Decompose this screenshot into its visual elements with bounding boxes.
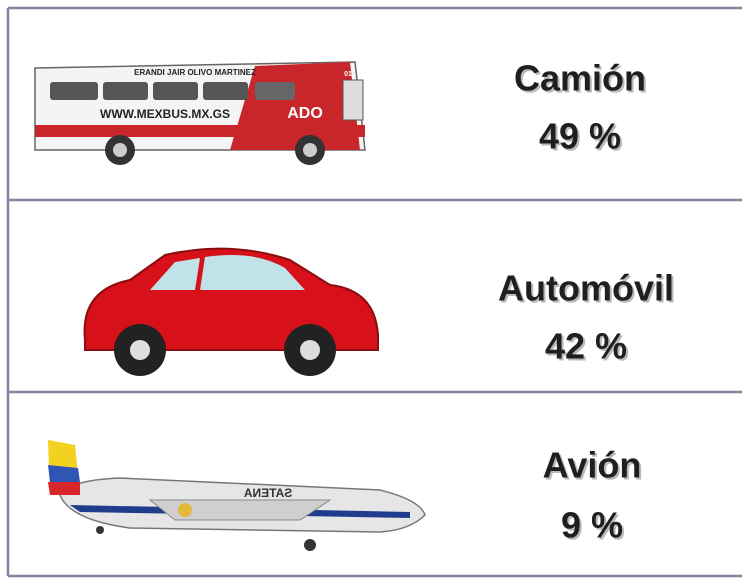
row-label: Avión bbox=[543, 445, 642, 486]
bus-text: WWW.MEXBUS.MX.GS bbox=[100, 107, 230, 121]
value-shadow: 42 % bbox=[547, 328, 629, 369]
label-shadow: Automóvil bbox=[500, 270, 676, 311]
label-shadow: Camión bbox=[516, 60, 648, 101]
label-shadow: Avión bbox=[545, 447, 644, 488]
row-label: Camión bbox=[514, 58, 646, 99]
value-shadow: 49 % bbox=[541, 118, 623, 159]
row-value: 49 % bbox=[539, 116, 621, 157]
bus-text: ERANDI JAIR OLIVO MARTINEZ bbox=[134, 68, 256, 77]
bus-illustration: ERANDI JAIR OLIVO MARTINEZ WWW.MEXBUS.MX… bbox=[34, 61, 366, 165]
plane-text: SATENA bbox=[243, 486, 292, 500]
value-shadow: 9 % bbox=[563, 507, 625, 548]
row-value: 42 % bbox=[545, 326, 627, 367]
bus-text: 01 bbox=[344, 71, 352, 78]
table-frame bbox=[6, 6, 742, 578]
car-illustration bbox=[83, 247, 379, 376]
row-label: Automóvil bbox=[498, 268, 674, 309]
row-value: 9 % bbox=[561, 505, 623, 546]
bus-text: ADO bbox=[287, 105, 323, 122]
labels: Camión Camión 49 % 49 % Automóvil Automó… bbox=[498, 58, 676, 548]
plane-illustration: SATENA bbox=[48, 440, 426, 551]
